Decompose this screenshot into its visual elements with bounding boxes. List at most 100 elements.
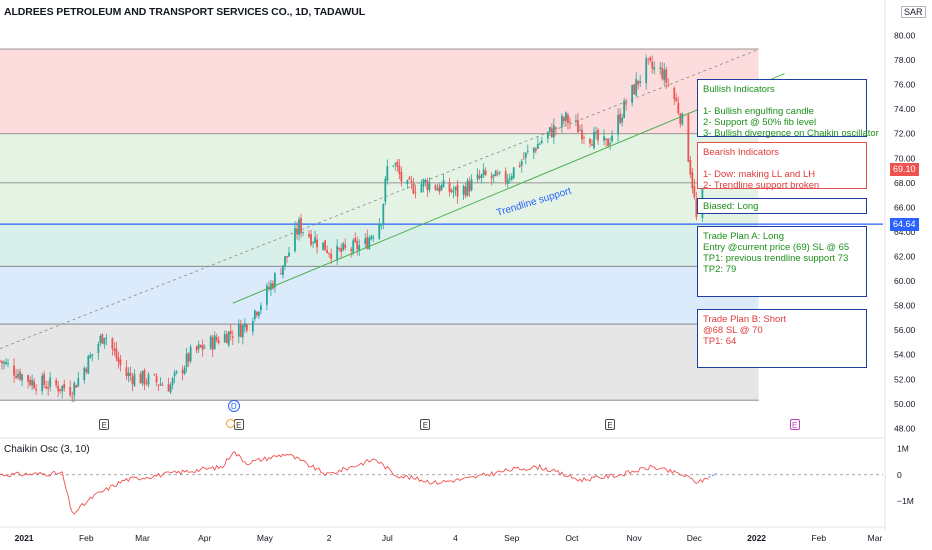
candle-body	[442, 180, 445, 188]
candle-body	[687, 114, 690, 162]
price-zone	[0, 49, 759, 134]
candle-body	[647, 58, 650, 60]
trade-plan-a-note[interactable]: Trade Plan A: Long Entry @current price …	[697, 226, 867, 297]
candle-body	[468, 181, 471, 192]
osc-tick-label: −1M	[897, 496, 914, 506]
candle-body	[157, 384, 160, 386]
candle-body	[274, 273, 276, 288]
candle-body	[183, 367, 186, 375]
candle-body	[209, 336, 212, 349]
x-tick-label: Dec	[687, 533, 703, 543]
candle-body	[231, 336, 234, 338]
candle-body	[478, 175, 481, 179]
candle-body	[651, 61, 654, 69]
y-tick-label: 78.00	[894, 55, 916, 65]
bearish-line: 2- Trendline support broken	[703, 180, 820, 191]
earnings-marker[interactable]: E	[233, 419, 244, 430]
x-tick-label: May	[257, 533, 274, 543]
price-zone	[0, 133, 759, 225]
candle-body	[69, 386, 72, 396]
candle-body	[316, 239, 318, 248]
y-tick-label: 60.00	[894, 276, 916, 286]
candle-body	[33, 381, 36, 389]
candle-body	[681, 113, 684, 125]
earnings-marker[interactable]: E	[605, 419, 616, 430]
candle-body	[605, 138, 607, 140]
candle-body	[617, 114, 619, 135]
candle-body	[87, 355, 90, 374]
candle-body	[169, 384, 172, 393]
bullish-line: 1- Bullish engulfing candle	[703, 106, 814, 117]
currency-badge[interactable]: SAR	[901, 6, 926, 18]
candle-body	[540, 140, 543, 143]
plan-a-line: TP1: previous trendline support 73	[703, 253, 849, 264]
osc-tick-label: 0	[897, 470, 902, 480]
candle-body	[410, 180, 413, 183]
candle-body	[595, 131, 597, 133]
price-zone	[0, 266, 759, 325]
split-marker[interactable]	[225, 419, 235, 428]
candle-body	[691, 172, 694, 188]
candle-body	[496, 173, 499, 175]
earnings-marker[interactable]: E	[789, 419, 800, 430]
candle-body	[575, 120, 577, 122]
candle-body	[3, 361, 5, 364]
candle-body	[518, 165, 521, 167]
dividend-marker[interactable]: D	[227, 400, 240, 412]
candle-body	[398, 165, 401, 174]
x-tick-label: Feb	[79, 533, 94, 543]
candle-body	[567, 114, 569, 124]
candle-body	[380, 224, 383, 226]
candle-body	[284, 256, 286, 267]
candle-body	[213, 335, 216, 350]
chart-title: ALDREES PETROLEUM AND TRANSPORT SERVICES…	[4, 6, 366, 18]
x-tick-label: 2022	[747, 533, 766, 543]
candle-body	[462, 185, 465, 195]
candle-body	[201, 345, 204, 350]
trade-plan-b-note[interactable]: Trade Plan B: Short @68 SL @ 70 TP1: 64	[697, 309, 867, 368]
candle-body	[336, 245, 339, 261]
bullish-indicators-note[interactable]: Bullish Indicators 1- Bullish engulfing …	[697, 79, 879, 139]
candle-body	[649, 57, 652, 61]
candle-body	[689, 160, 692, 175]
x-tick-label: Jul	[382, 533, 393, 543]
bearish-title: Bearish Indicators	[703, 147, 780, 158]
plan-b-line: @68 SL @ 70	[703, 325, 763, 336]
candle-body	[19, 371, 21, 380]
candle-body	[282, 265, 284, 276]
candle-body	[466, 180, 469, 196]
candle-body	[187, 353, 190, 362]
earnings-marker[interactable]: E	[99, 419, 110, 430]
bias-note[interactable]: Biased: Long	[697, 198, 867, 214]
candle-body	[340, 247, 343, 253]
candle-body	[328, 253, 331, 254]
candle-body	[147, 374, 150, 385]
candle-body	[532, 147, 535, 153]
x-tick-label: Mar	[868, 533, 883, 543]
candle-body	[199, 345, 202, 348]
oscillator-title: Chaikin Osc (3, 10)	[4, 444, 90, 455]
candle-body	[350, 249, 353, 251]
candle-body	[322, 242, 324, 250]
candle-body	[189, 346, 192, 362]
y-tick-label: 70.00	[894, 153, 916, 163]
candle-body	[368, 238, 371, 250]
candle-body	[217, 340, 220, 344]
candle-body	[426, 180, 429, 190]
candle-body	[667, 84, 670, 86]
candle-body	[637, 80, 640, 85]
chaikin-oscillator-line	[0, 451, 709, 515]
candle-body	[504, 171, 507, 182]
candle-body	[75, 385, 78, 388]
candle-body	[55, 380, 58, 386]
candle-body	[372, 236, 375, 239]
candle-body	[203, 347, 206, 349]
bullish-title: Bullish Indicators	[703, 84, 775, 95]
y-tick-label: 54.00	[894, 350, 916, 360]
earnings-marker[interactable]: E	[420, 419, 431, 430]
candle-body	[450, 189, 453, 193]
bearish-indicators-note[interactable]: Bearish Indicators 1- Dow: making LL and…	[697, 142, 867, 191]
candle-body	[635, 79, 638, 96]
candle-body	[342, 243, 345, 251]
